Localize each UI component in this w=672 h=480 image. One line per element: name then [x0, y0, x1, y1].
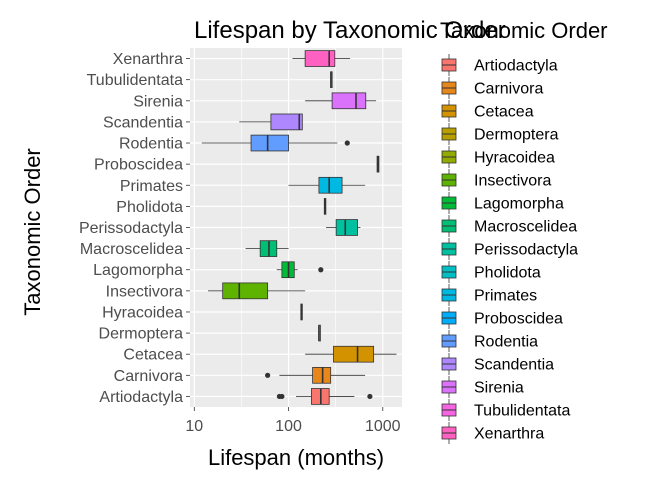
y-tick-label: Lagomorpha	[93, 262, 183, 279]
legend-label: Artiodactyla	[474, 58, 558, 75]
legend-item-scandentia: Scandentia	[441, 353, 554, 375]
legend-item-rodentia: Rodentia	[441, 330, 538, 352]
x-tick-labels: 10 100 1000	[185, 407, 401, 435]
box-carnivora	[265, 367, 366, 384]
y-tick-label: Tubulidentata	[87, 72, 183, 89]
box-iqr	[304, 50, 336, 67]
box-insectivora	[208, 282, 306, 300]
box-sirenia	[305, 92, 377, 110]
y-tick-label: Xenarthra	[113, 51, 183, 68]
y-tick-label: Primates	[120, 178, 183, 195]
outlier-point	[344, 140, 350, 146]
legend-label: Lagomorpha	[474, 196, 564, 213]
legend-label: Pholidota	[474, 265, 541, 282]
legend-label: Rodentia	[474, 334, 538, 351]
legend-item-artiodactyla: Artiodactyla	[441, 54, 558, 76]
y-tick-label: Hyracoidea	[102, 304, 183, 321]
legend-item-perissodactyla: Perissodactyla	[441, 238, 578, 260]
y-tick-label: Rodentia	[119, 136, 183, 153]
outlier-point	[265, 372, 271, 378]
y-tick-label: Artiodactyla	[99, 389, 183, 406]
y-tick-label: Carnivora	[114, 368, 183, 385]
outlier-point	[367, 393, 373, 400]
y-axis-title: Taxonomic Order	[20, 148, 45, 316]
legend-item-primates: Primates	[441, 284, 537, 306]
x-tick-label: 100	[275, 418, 302, 435]
box-tubulidentata	[330, 71, 333, 88]
x-axis-title: Lifespan (months)	[208, 445, 384, 470]
y-tick-label: Perissodactyla	[79, 220, 183, 237]
box-dermoptera	[318, 324, 321, 342]
legend-label: Hyracoidea	[474, 150, 555, 167]
box-xenarthra	[292, 50, 351, 67]
box-rodentia	[201, 134, 350, 152]
y-tick-labels: Artiodactyla Carnivora Cetacea Dermoptera Hy…	[79, 51, 190, 406]
boxes	[201, 50, 397, 405]
box-iqr	[270, 113, 303, 131]
box-macroscelidea	[245, 240, 289, 257]
box-artiodactyla	[276, 388, 373, 405]
box-iqr	[331, 92, 367, 110]
box-iqr	[335, 219, 358, 236]
y-tick-label: Scandentia	[103, 114, 183, 131]
legend-item-cetacea: Cetacea	[441, 100, 534, 122]
box-hyracoidea	[300, 303, 303, 321]
legend-label: Carnivora	[474, 81, 543, 98]
y-tick-label: Macroscelidea	[80, 241, 183, 258]
y-tick-label: Pholidota	[116, 199, 183, 216]
legend-item-tubulidentata: Tubulidentata	[441, 399, 570, 421]
legend-item-carnivora: Carnivora	[441, 77, 543, 99]
legend-label: Perissodactyla	[474, 242, 578, 259]
legend-item-xenarthra: Xenarthra	[441, 422, 544, 444]
legend-label: Xenarthra	[474, 426, 544, 443]
legend-label: Tubulidentata	[474, 403, 570, 420]
y-tick-label: Proboscidea	[94, 157, 183, 174]
legend-item-proboscidea: Proboscidea	[441, 307, 563, 329]
box-cetacea	[305, 345, 397, 363]
legend-title: Taxonomic Order	[440, 18, 608, 43]
legend-item-macroscelidea: Macroscelidea	[441, 215, 577, 237]
legend-item-hyracoidea: Hyracoidea	[441, 146, 555, 168]
outlier-point	[318, 267, 324, 273]
box-perissodactyla	[326, 219, 361, 236]
outlier-point	[279, 393, 285, 400]
y-tick-label: Dermoptera	[99, 326, 184, 343]
box-iqr	[318, 176, 343, 194]
box-iqr	[222, 282, 269, 300]
chart-title: Lifespan by Taxonomic Order	[194, 17, 506, 44]
box-primates	[288, 176, 366, 194]
legend-label: Insectivora	[474, 173, 551, 190]
x-tick-label: 1000	[365, 418, 401, 435]
box-iqr	[250, 134, 289, 152]
y-tick-label: Sirenia	[133, 93, 183, 110]
legend-item-insectivora: Insectivora	[441, 169, 551, 191]
box-proboscidea	[376, 155, 380, 173]
x-tick-label: 10	[185, 418, 203, 435]
legend-label: Sirenia	[474, 380, 524, 397]
box-scandentia	[239, 113, 303, 131]
legend-label: Cetacea	[474, 104, 534, 121]
legend-label: Dermoptera	[474, 127, 559, 144]
legend: Artiodactyla Carnivora Cetacea Dermoptera Hy…	[441, 54, 578, 444]
legend-label: Scandentia	[474, 357, 554, 374]
legend-item-dermoptera: Dermoptera	[441, 123, 559, 145]
legend-item-sirenia: Sirenia	[441, 376, 524, 398]
y-tick-label: Cetacea	[123, 347, 183, 364]
y-tick-label: Insectivora	[106, 283, 183, 300]
box-lagomorpha	[276, 261, 324, 279]
legend-label: Macroscelidea	[474, 219, 577, 236]
box-iqr	[333, 345, 375, 363]
legend-item-lagomorpha: Lagomorpha	[441, 192, 564, 214]
legend-item-pholidota: Pholidota	[441, 261, 541, 283]
box-iqr	[312, 367, 332, 384]
legend-label: Proboscidea	[474, 311, 563, 328]
legend-label: Primates	[474, 288, 537, 305]
box-pholidota	[323, 198, 327, 215]
